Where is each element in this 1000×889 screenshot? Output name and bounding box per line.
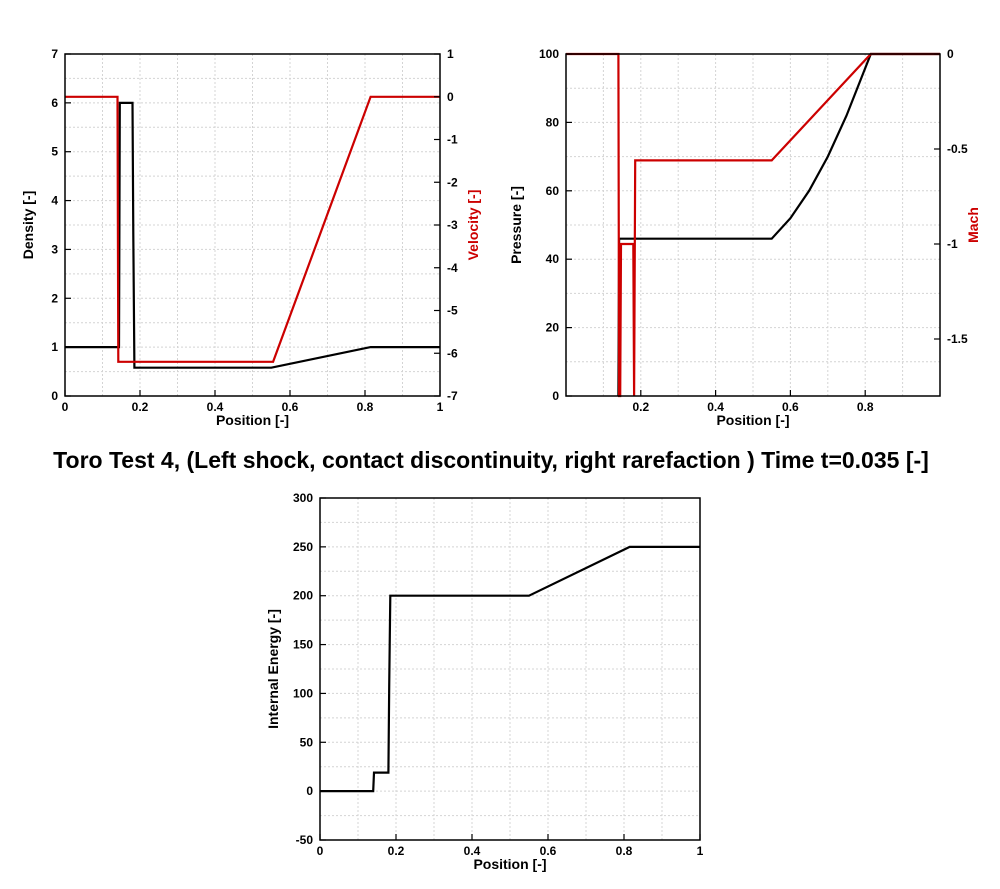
y-tick-label: -50 [296, 833, 314, 847]
y-tick-label: 6 [51, 96, 58, 110]
y-tick-label: 7 [51, 47, 58, 61]
y-tick-label: 150 [293, 638, 313, 652]
x-tick-label: 0.8 [857, 400, 874, 414]
x-tick-label: 0.2 [388, 844, 405, 858]
x-tick-label: 1 [437, 400, 444, 414]
y-tick-label: 0 [51, 389, 58, 403]
y2-tick-label: -2 [447, 175, 458, 189]
y-tick-label: 50 [300, 735, 314, 749]
y-tick-label: 0 [552, 389, 559, 403]
x-tick-label: 0.4 [707, 400, 724, 414]
y2-tick-label: -3 [447, 218, 458, 232]
y-tick-label: 60 [546, 184, 560, 198]
x-tick-label: 1 [697, 844, 704, 858]
y-axis-label: Density [-] [20, 191, 36, 259]
x-tick-label: 0.4 [207, 400, 224, 414]
y-tick-label: 200 [293, 589, 313, 603]
y-tick-label: 3 [51, 242, 58, 256]
y2-tick-label: 0 [447, 90, 454, 104]
x-tick-label: 0.2 [132, 400, 149, 414]
x-tick-label: 0.8 [616, 844, 633, 858]
y2-tick-label: -1 [447, 133, 458, 147]
plot-frame [319, 497, 701, 841]
series-line-right [566, 52, 940, 398]
y2-tick-label: -7 [447, 389, 458, 403]
chart-pressure-mach: 0.2 0.4 0.6 0.8 0 20 40 60 80 100 -1.5 -1 -0.5 0 Posit… [508, 47, 981, 428]
y-tick-label: 100 [293, 686, 313, 700]
y2-tick-label: -0.5 [947, 142, 968, 156]
y-tick-label: 40 [546, 252, 560, 266]
y-tick-label: 0 [306, 784, 313, 798]
x-tick-label: 0 [317, 844, 324, 858]
y-tick-label: 20 [546, 321, 560, 335]
x-axis-label: Position [-] [473, 856, 546, 872]
y2-tick-label: -1 [947, 237, 958, 251]
x-tick-label: 0.6 [282, 400, 299, 414]
y2-tick-label: 0 [947, 47, 954, 61]
x-tick-label: 0.4 [464, 844, 481, 858]
y2-tick-label: -4 [447, 261, 458, 275]
y2-tick-label: 1 [447, 47, 454, 61]
y-axis-label: Pressure [-] [508, 186, 524, 264]
x-tick-label: 0.8 [357, 400, 374, 414]
series-line-right [65, 95, 440, 363]
y-tick-label: 4 [51, 194, 58, 208]
chart-density-velocity: 0 0.2 0.4 0.6 0.8 1 0 1 2 3 4 5 6 7 -7 -6 -5 -4 -3 -2 -1 0 1 Po… [20, 47, 481, 428]
x-axis-label: Position [-] [216, 412, 289, 428]
x-tick-label: 0.6 [540, 844, 557, 858]
x-tick-label: 0.6 [782, 400, 799, 414]
x-tick-label: 0.2 [632, 400, 649, 414]
x-axis-label: Position [-] [716, 412, 789, 428]
y-tick-label: 300 [293, 491, 313, 505]
figure-title: Toro Test 4, (Left shock, contact discon… [53, 447, 929, 473]
y2-tick-label: -5 [447, 304, 458, 318]
y2-axis-label: Mach [965, 207, 981, 243]
charts-group: 0 0.2 0.4 0.6 0.8 1 0 1 2 3 4 5 6 7 -7 -6 -5 -4 -3 -2 -1 0 1 Po… [20, 47, 981, 872]
chart-internal-energy: 0 0.2 0.4 0.6 0.8 1-50050100150200250300Posit… [265, 491, 704, 872]
series-line-left [320, 545, 700, 793]
y-tick-label: 250 [293, 540, 313, 554]
y-axis-label: Internal Energy [-] [265, 609, 281, 729]
x-tick-label: 0 [62, 400, 69, 414]
y2-axis-label: Velocity [-] [465, 190, 481, 261]
y-tick-label: 80 [546, 115, 560, 129]
y-tick-label: 5 [51, 145, 58, 159]
y2-tick-label: -1.5 [947, 332, 968, 346]
series-line-left [65, 101, 440, 369]
y-tick-label: 1 [51, 340, 58, 354]
plot-frame [565, 53, 941, 397]
y-tick-label: 2 [51, 291, 58, 305]
y-tick-label: 100 [539, 47, 559, 61]
y2-tick-label: -6 [447, 346, 458, 360]
